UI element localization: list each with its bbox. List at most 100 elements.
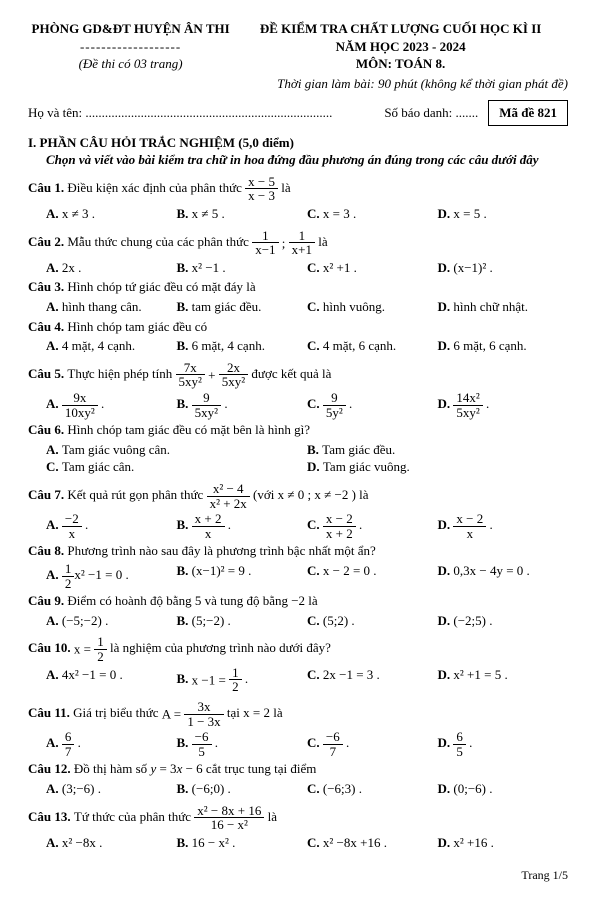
q11-frac: 3x1 − 3x bbox=[184, 700, 223, 728]
q4-options: A. 4 mặt, 4 cạnh. B. 6 mặt, 4 cạnh. C. 4… bbox=[46, 337, 568, 355]
q5-tail: được kết quả là bbox=[251, 366, 331, 381]
q7-options: A. −2x . B. x + 2x . C. x − 2x + 2 . D. … bbox=[46, 512, 568, 540]
q11-tail: tại x = 2 là bbox=[227, 705, 283, 720]
name-row: Họ và tên: .............................… bbox=[28, 100, 568, 126]
q11-label: Câu 11. bbox=[28, 705, 73, 720]
q12-options: A. (3;−6) . B. (−6;0) . C. (−6;3) . D. (… bbox=[46, 780, 568, 798]
q10-opt-a: A. 4x² −1 = 0 . bbox=[46, 666, 177, 694]
divider: ------------------- bbox=[28, 38, 233, 56]
q13-opt-b: B. 16 − x² . bbox=[177, 834, 308, 852]
q7-opt-b: B. x + 2x . bbox=[177, 512, 308, 540]
q3-opt-b: B. tam giác đều. bbox=[177, 298, 308, 316]
q13-frac: x² − 8x + 1616 − x² bbox=[194, 804, 264, 832]
page-count-note: (Đề thi có 03 trang) bbox=[28, 55, 233, 73]
q9-opt-b: B. (5;−2) . bbox=[177, 612, 308, 630]
q13-opt-a: A. x² −8x . bbox=[46, 834, 177, 852]
question-3: Câu 3. Câu 3. Hình chóp tứ giác đều có m… bbox=[28, 278, 568, 296]
q1-opt-d: D. x = 5 . bbox=[438, 205, 569, 223]
q8-opt-d: D. 0,3x − 4y = 0 . bbox=[438, 562, 569, 590]
question-9: Câu 9. Điểm có hoành độ bằng 5 và tung đ… bbox=[28, 592, 568, 610]
q10-label: Câu 10. bbox=[28, 640, 74, 655]
q1-tail: là bbox=[281, 180, 290, 195]
time-note: Thời gian làm bài: 90 phút (không kể thờ… bbox=[28, 75, 568, 93]
question-13: Câu 13. Tứ thức của phân thức x² − 8x + … bbox=[28, 804, 568, 832]
q5-opt-b: B. 95xy² . bbox=[177, 391, 308, 419]
q11-opt-b: B. −65 . bbox=[177, 730, 308, 758]
q8-opt-b: B. (x−1)² = 9 . bbox=[177, 562, 308, 590]
q7-opt-c: C. x − 2x + 2 . bbox=[307, 512, 438, 540]
q3-opt-c: C. hình vuông. bbox=[307, 298, 438, 316]
q4-opt-a: A. 4 mặt, 4 cạnh. bbox=[46, 337, 177, 355]
q11-options: A. 67 . B. −65 . C. −67 . D. 65 . bbox=[46, 730, 568, 758]
q2-opt-d: D. (x−1)² . bbox=[438, 259, 569, 277]
q13-opt-d: D. x² +16 . bbox=[438, 834, 569, 852]
q1-opt-b: B. x ≠ 5 . bbox=[177, 205, 308, 223]
q5-opt-d: D. 14x²5xy² . bbox=[438, 391, 569, 419]
question-4: Câu 4. Hình chóp tam giác đều có bbox=[28, 318, 568, 336]
q11-opt-a: A. 67 . bbox=[46, 730, 177, 758]
question-12: Câu 12. Đồ thị hàm số y = 3x − 6 cắt trụ… bbox=[28, 760, 568, 778]
q6-opt-b: B. Tam giác đều. bbox=[307, 441, 568, 459]
q2-options: A. 2x . B. x² −1 . C. x² +1 . D. (x−1)² … bbox=[46, 259, 568, 277]
section-1-title: I. PHẦN CÂU HỎI TRẮC NGHIỆM (5,0 điểm) bbox=[28, 134, 568, 152]
q7-frac: x² − 4x² + 2x bbox=[207, 482, 250, 510]
question-8: Câu 8. Phương trình nào sau đây là phươn… bbox=[28, 542, 568, 560]
q5-options: A. 9x10xy² . B. 95xy² . C. 95y² . D. 14x… bbox=[46, 391, 568, 419]
q5-opt-a: A. 9x10xy² . bbox=[46, 391, 177, 419]
question-11: Câu 11. Giá trị biểu thức A = 3x1 − 3x t… bbox=[28, 700, 568, 728]
q7-label: Câu 7. bbox=[28, 487, 67, 502]
org-name: PHÒNG GD&ĐT HUYỆN ÂN THI bbox=[28, 20, 233, 38]
q2-tail: là bbox=[318, 234, 327, 249]
q10-opt-c: C. 2x −1 = 3 . bbox=[307, 666, 438, 694]
question-1: Câu 1. Điều kiện xác định của phân thức … bbox=[28, 175, 568, 203]
q8-opt-c: C. x − 2 = 0 . bbox=[307, 562, 438, 590]
q5-opt-c: C. 95y² . bbox=[307, 391, 438, 419]
q4-opt-b: B. 6 mặt, 4 cạnh. bbox=[177, 337, 308, 355]
title-1: ĐỀ KIỂM TRA CHẤT LƯỢNG CUỐI HỌC KÌ II bbox=[233, 20, 568, 38]
q10-frac: 12 bbox=[94, 635, 107, 663]
q2-opt-b: B. x² −1 . bbox=[177, 259, 308, 277]
question-5: Câu 5. Thực hiện phép tính 7x5xy² + 2x5x… bbox=[28, 361, 568, 389]
q9-opt-a: A. (−5;−2) . bbox=[46, 612, 177, 630]
q1-options: A. x ≠ 3 . B. x ≠ 5 . C. x = 3 . D. x = … bbox=[46, 205, 568, 223]
q12-opt-b: B. (−6;0) . bbox=[177, 780, 308, 798]
q5-stem: Thực hiện phép tính bbox=[67, 366, 175, 381]
q13-tail: là bbox=[268, 809, 277, 824]
q6-opt-a: A. Tam giác vuông cân. bbox=[46, 441, 307, 459]
question-2: Câu 2. Mẫu thức chung của các phân thức … bbox=[28, 229, 568, 257]
q7-stem: Kết quả rút gọn phân thức bbox=[67, 487, 206, 502]
q6-options: A. Tam giác vuông cân. B. Tam giác đều. … bbox=[46, 441, 568, 476]
question-6: Câu 6. Hình chóp tam giác đều có mặt bên… bbox=[28, 421, 568, 439]
q4-opt-c: C. 4 mặt, 6 cạnh. bbox=[307, 337, 438, 355]
q3-opt-d: D. hình chữ nhật. bbox=[438, 298, 569, 316]
q5-frac2: 2x5xy² bbox=[219, 361, 248, 389]
q10-tail: là nghiệm của phương trình nào dưới đây? bbox=[110, 640, 331, 655]
title-2: NĂM HỌC 2023 - 2024 bbox=[233, 38, 568, 56]
q7-tail: (với x ≠ 0 ; x ≠ −2 ) là bbox=[253, 487, 369, 502]
section-1-instruction: Chọn và viết vào bài kiểm tra chữ in hoa… bbox=[46, 151, 568, 169]
q5-frac1: 7x5xy² bbox=[176, 361, 205, 389]
q10-opt-b: B. x −1 = 12 . bbox=[177, 666, 308, 694]
q2-opt-a: A. 2x . bbox=[46, 259, 177, 277]
q12-opt-a: A. (3;−6) . bbox=[46, 780, 177, 798]
q10-opt-d: D. x² +1 = 5 . bbox=[438, 666, 569, 694]
q11-opt-c: C. −67 . bbox=[307, 730, 438, 758]
q1-frac: x − 5x − 3 bbox=[245, 175, 278, 203]
q13-opt-c: C. x² −8x +16 . bbox=[307, 834, 438, 852]
q13-options: A. x² −8x . B. 16 − x² . C. x² −8x +16 .… bbox=[46, 834, 568, 852]
q2-opt-c: C. x² +1 . bbox=[307, 259, 438, 277]
header: PHÒNG GD&ĐT HUYỆN ÂN THI ---------------… bbox=[28, 20, 568, 73]
sbd-field: Số báo danh: ....... bbox=[384, 104, 478, 122]
q2-frac2: 1x+1 bbox=[289, 229, 315, 257]
q3-opt-a: A. hình thang cân. bbox=[46, 298, 177, 316]
q13-stem: Tứ thức của phân thức bbox=[74, 809, 194, 824]
q6-opt-c: C. Tam giác cân. bbox=[46, 458, 307, 476]
q12-opt-d: D. (0;−6) . bbox=[438, 780, 569, 798]
q6-opt-d: D. Tam giác vuông. bbox=[307, 458, 568, 476]
q1-label: Câu 1. bbox=[28, 180, 67, 195]
q5-label: Câu 5. bbox=[28, 366, 67, 381]
q10-options: A. 4x² −1 = 0 . B. x −1 = 12 . C. 2x −1 … bbox=[46, 666, 568, 694]
q8-options: A. 12x² −1 = 0 . B. (x−1)² = 9 . C. x − … bbox=[46, 562, 568, 590]
q11-stem: Giá trị biểu thức bbox=[73, 705, 162, 720]
question-7: Câu 7. Kết quả rút gọn phân thức x² − 4x… bbox=[28, 482, 568, 510]
